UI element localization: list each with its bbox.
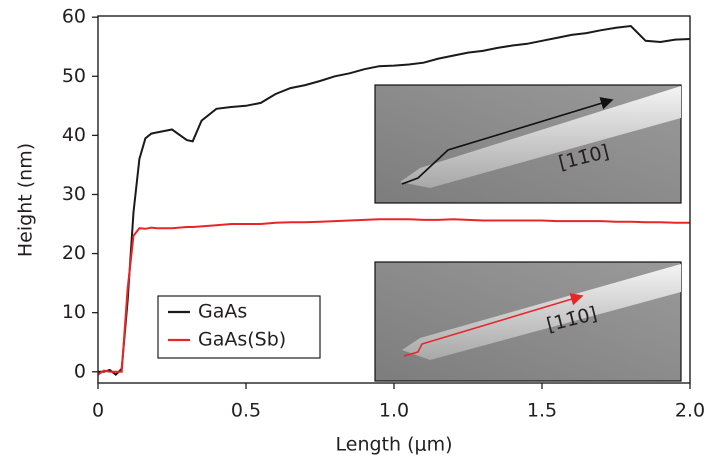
x-tick-label: 1.0 <box>379 400 409 422</box>
y-axis-label: Height (nm) <box>15 143 37 257</box>
chart: [11̄0] [11̄0] Length (μm) Height (nm) 01… <box>0 0 710 468</box>
x-tick-label: 0.5 <box>231 400 261 422</box>
y-tick-label: 0 <box>74 360 86 382</box>
x-tick-label: 2.0 <box>675 400 705 422</box>
legend-label: GaAs <box>198 301 247 323</box>
inset-top <box>375 85 681 203</box>
x-axis-label: Length (μm) <box>336 434 453 456</box>
x-tick-label: 0 <box>92 400 104 422</box>
y-tick-label: 60 <box>62 6 86 28</box>
legend-label: GaAs(Sb) <box>198 329 286 351</box>
y-tick-label: 30 <box>62 183 86 205</box>
y-tick-label: 50 <box>62 65 86 87</box>
y-tick-label: 40 <box>62 124 86 146</box>
y-tick-label: 10 <box>62 301 86 323</box>
y-tick-label: 20 <box>62 242 86 264</box>
inset-bottom <box>375 262 681 381</box>
x-tick-label: 1.5 <box>527 400 557 422</box>
